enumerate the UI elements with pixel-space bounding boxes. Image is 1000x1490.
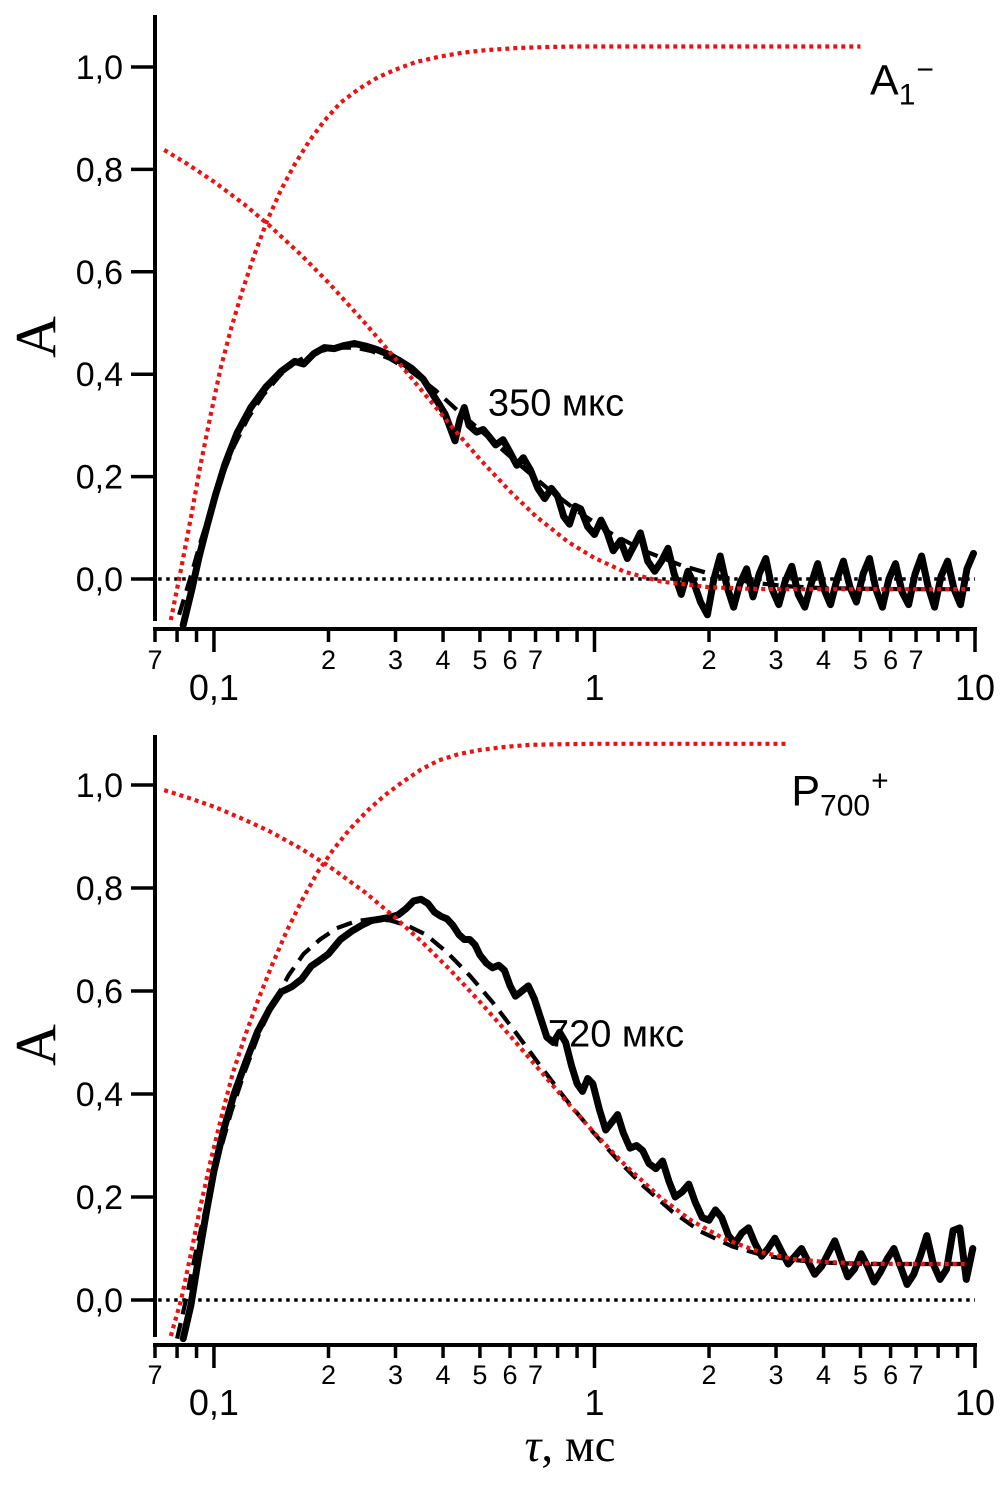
p700-plus-panel-x-minor-tick-label: 4 <box>436 1360 451 1390</box>
p700-plus-panel-x-minor-tick-label: 7 <box>909 1360 924 1390</box>
a1-minus-panel-x-major-tick-label: 0,1 <box>189 667 239 708</box>
a1-minus-panel-x-minor-tick-label: 7 <box>147 645 162 675</box>
p700-plus-panel-x-minor-tick-label: 6 <box>883 1360 898 1390</box>
a1-minus-panel-y-tick-label: 0,8 <box>76 151 123 189</box>
panel-title-p700: P700+ <box>791 764 889 823</box>
a1-minus-panel-x-major-tick-label: 10 <box>955 667 995 708</box>
p700-plus-panel-y-tick-label: 0,4 <box>76 1076 123 1114</box>
p700-plus-panel-x-minor-tick-label: 7 <box>147 1360 162 1390</box>
x-axis-label-tau: τ <box>524 1420 542 1472</box>
a1-minus-panel-x-minor-tick-label: 7 <box>528 645 543 675</box>
a1-minus-panel-rise-component-curve <box>168 44 861 621</box>
p700-plus-panel-x-major-tick-label: 0,1 <box>189 1382 239 1423</box>
y-axis-label-top: A <box>3 316 69 358</box>
a1-minus-panel-x-minor-tick-label: 3 <box>769 645 784 675</box>
p700-plus-panel-y-tick-label: 0,6 <box>76 973 123 1011</box>
a1-minus-panel-x-minor-tick-label: 4 <box>436 645 451 675</box>
p700-plus-panel-x-minor-tick-label: 2 <box>702 1360 717 1390</box>
panel-title-p700-base: P <box>791 767 821 816</box>
p700-plus-panel-x-major-tick-label: 1 <box>584 1382 604 1423</box>
a1-minus-panel-x-minor-tick-label: 5 <box>472 645 487 675</box>
p700-plus-panel-y-tick-label: 0,0 <box>76 1282 123 1320</box>
p700-plus-panel-x-minor-tick-label: 7 <box>528 1360 543 1390</box>
a1-minus-panel-x-minor-tick-label: 2 <box>321 645 336 675</box>
a1-minus-panel-x-minor-tick-label: 6 <box>883 645 898 675</box>
a1-minus-panel-y-tick-label: 1,0 <box>76 49 123 87</box>
a1-minus-panel-x-minor-tick-label: 6 <box>503 645 518 675</box>
panel-title-a1-base: A <box>870 56 899 105</box>
a1-minus-panel-x-minor-tick-label: 5 <box>853 645 868 675</box>
p700-plus-panel-x-minor-tick-label: 3 <box>388 1360 403 1390</box>
p700-plus-panel-y-tick-label: 1,0 <box>76 767 123 805</box>
panel-title-a1-superscript: − <box>916 53 934 87</box>
p700-plus-panel-x-minor-tick-label: 2 <box>321 1360 336 1390</box>
annotation-time-constant-bottom: 720 мкс <box>547 1013 685 1056</box>
p700-plus-panel-x-minor-tick-label: 5 <box>853 1360 868 1390</box>
p700-plus-panel-y-tick-label: 0,2 <box>76 1179 123 1217</box>
a1-minus-panel-x-minor-tick-label: 2 <box>702 645 717 675</box>
a1-minus-panel-y-tick-label: 0,0 <box>76 561 123 599</box>
a1-minus-panel-y-tick-label: 0,6 <box>76 254 123 292</box>
a1-minus-panel-y-tick-label: 0,4 <box>76 356 123 394</box>
p700-plus-panel-measured-data-curve <box>179 895 977 1343</box>
p700-plus-panel-rise-component-curve <box>168 741 787 1337</box>
a1-minus-panel-y-tick-label: 0,2 <box>76 459 123 497</box>
p700-plus-panel-x-minor-tick-label: 3 <box>769 1360 784 1390</box>
x-axis-label-units: , мс <box>541 1420 616 1472</box>
a1-minus-panel-decay-component-curve <box>163 148 969 592</box>
p700-plus-panel-x-major-tick-label: 10 <box>955 1382 995 1423</box>
x-axis-label: τ, мс <box>525 1419 616 1473</box>
p700-plus-panel-x-minor-tick-label: 5 <box>472 1360 487 1390</box>
panel-title-a1-subscript: 1 <box>898 78 916 112</box>
a1-minus-panel-x-minor-tick-label: 4 <box>816 645 831 675</box>
annotation-time-constant-top: 350 мкс <box>487 382 625 425</box>
panel-title-p700-superscript: + <box>871 764 889 798</box>
p700-plus-panel-x-minor-tick-label: 6 <box>503 1360 518 1390</box>
a1-minus-panel-x-minor-tick-label: 7 <box>909 645 924 675</box>
a1-minus-panel-x-minor-tick-label: 3 <box>388 645 403 675</box>
panel-title-a1: A1− <box>870 53 934 112</box>
y-axis-label-bottom: A <box>3 1024 69 1066</box>
panel-title-p700-subscript: 700 <box>820 789 871 823</box>
p700-plus-panel-x-minor-tick-label: 4 <box>816 1360 831 1390</box>
a1-minus-panel-x-major-tick-label: 1 <box>584 667 604 708</box>
a1-minus-panel-measured-data-curve <box>179 340 977 629</box>
p700-plus-panel-y-tick-label: 0,8 <box>76 870 123 908</box>
